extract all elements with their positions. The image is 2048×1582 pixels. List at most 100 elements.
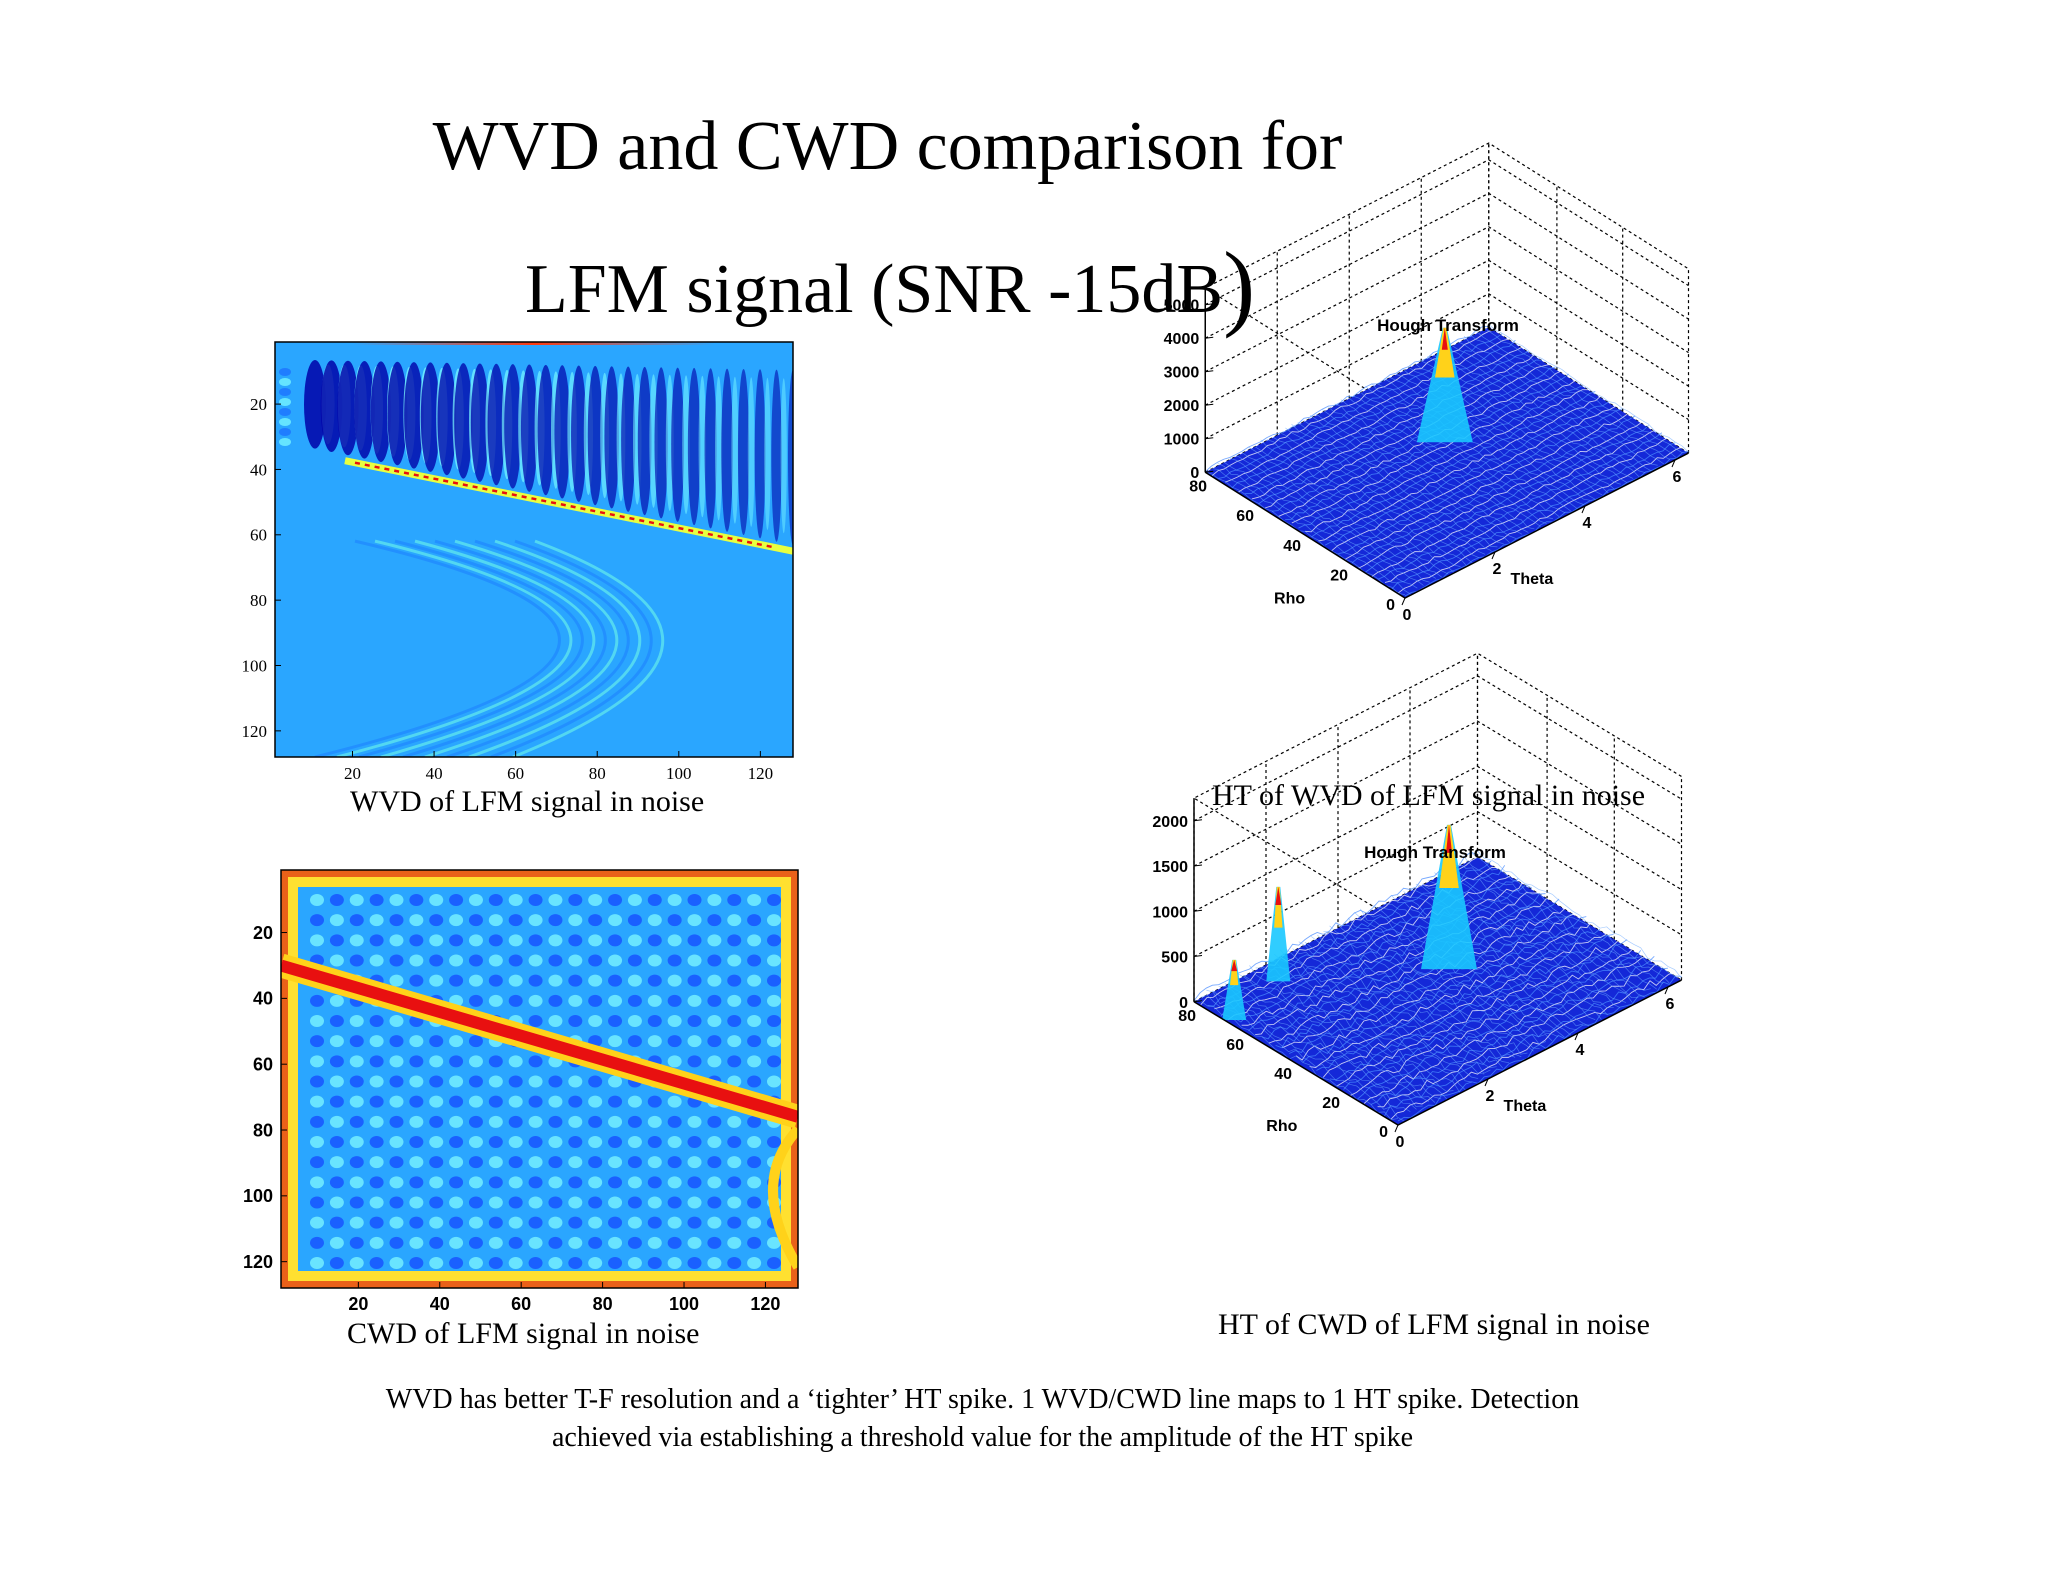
- cwd-blob: [747, 974, 762, 987]
- cwd-blob: [369, 1136, 384, 1148]
- mesh-line: [1434, 872, 1639, 999]
- theta-tick: [1664, 986, 1669, 995]
- z-tick-label: 500: [1161, 950, 1188, 967]
- cwd-blob: [369, 954, 384, 967]
- cwd-blob: [727, 914, 742, 927]
- mesh-line: [1205, 471, 1406, 596]
- cwd-blob: [429, 1035, 444, 1048]
- cwd-blob: [667, 974, 682, 987]
- fringe-light: [764, 377, 771, 531]
- cwd-blob: [767, 1236, 781, 1249]
- cwd-blob: [608, 1035, 623, 1048]
- cwd-blob: [369, 1196, 384, 1209]
- fringe-dark: [788, 370, 793, 546]
- cwd-blob: [329, 1176, 344, 1189]
- cwd-blob: [767, 894, 781, 906]
- cwd-blob: [349, 1156, 364, 1169]
- cwd-blob: [310, 1115, 324, 1128]
- cwd-blob: [548, 1015, 563, 1027]
- cwd-blob: [707, 954, 722, 967]
- cwd-blob: [627, 1216, 642, 1229]
- cwd-blob: [409, 954, 424, 967]
- cwd-blob: [310, 1236, 324, 1249]
- cwd-blob: [329, 894, 344, 906]
- fringe-dark: [404, 362, 424, 469]
- cwd-blob: [349, 1075, 364, 1088]
- cwd-blob: [548, 1156, 563, 1169]
- cwd-blob: [548, 914, 563, 927]
- mesh-line: [1282, 907, 1567, 1049]
- mesh-line: [1351, 415, 1636, 564]
- cwd-blob: [329, 1035, 344, 1048]
- cwd-blob: [707, 934, 722, 947]
- cwd-blob: [667, 954, 682, 967]
- z-tick: [1193, 864, 1203, 867]
- cwd-blob: [687, 1015, 702, 1027]
- lower-fringe: [314, 539, 561, 757]
- mesh-line: [1318, 394, 1603, 542]
- cwd-blob: [449, 1176, 464, 1189]
- cwd-blob: [468, 1156, 483, 1169]
- fringe-dark: [320, 360, 343, 452]
- cwd-blob: [329, 1216, 344, 1229]
- ht-wvd-surface-chart: 0100020003000400050000204060800246RhoThe…: [1164, 142, 1690, 624]
- z-tick: [1205, 336, 1214, 339]
- cwd-blob: [409, 1075, 424, 1088]
- cwd-blob: [727, 1176, 742, 1189]
- cwd-blob: [508, 1136, 523, 1148]
- mesh-line: [1463, 336, 1665, 465]
- cwd-blob: [429, 1257, 444, 1269]
- ridge-line: [354, 461, 774, 549]
- lower-fringe: [468, 539, 642, 757]
- cwd-blob: [667, 1257, 682, 1269]
- cwd-blob: [468, 1115, 483, 1128]
- cwd-blob: [667, 1236, 682, 1249]
- cwd-blob: [349, 954, 364, 967]
- cwd-blob: [647, 934, 662, 947]
- mesh-line: [1230, 981, 1436, 1103]
- x-tick-label: 20: [348, 1294, 368, 1314]
- cwd-blob: [747, 1075, 762, 1088]
- cwd-blob: [429, 1236, 444, 1249]
- cwd-blob: [747, 1015, 762, 1027]
- cwd-blob: [449, 1156, 464, 1169]
- cwd-blob: [548, 994, 563, 1007]
- cwd-blob: [687, 1257, 702, 1269]
- cwd-blob: [389, 1115, 404, 1128]
- cwd-blob: [508, 994, 523, 1007]
- edge-fringe: [279, 398, 291, 406]
- cwd-blob: [588, 1176, 603, 1189]
- cwd-blob: [727, 1035, 742, 1048]
- mesh-line: [1218, 985, 1423, 1107]
- mesh-line: [1383, 378, 1584, 505]
- z-tick-label: 1000: [1164, 432, 1200, 449]
- footer-line-2: achieved via establishing a threshold va…: [551, 1422, 1413, 1453]
- cwd-blob: [727, 1015, 742, 1027]
- cwd-blob: [449, 914, 464, 927]
- mesh-line: [1433, 354, 1634, 479]
- cwd-blob: [608, 934, 623, 947]
- cwd-blob: [727, 934, 742, 947]
- cwd-blob: [528, 1156, 543, 1169]
- cwd-blob: [329, 1015, 344, 1027]
- cwd-blob: [369, 894, 384, 906]
- mesh-line: [1360, 908, 1565, 1038]
- cwd-blob: [349, 1216, 364, 1229]
- cwd-blob: [687, 1236, 702, 1249]
- x-tick-label: 120: [748, 764, 774, 783]
- x-tick-label: 40: [426, 764, 443, 783]
- cwd-blob: [588, 1015, 603, 1027]
- mesh-line: [1255, 892, 1539, 1035]
- mesh-line: [1343, 939, 1628, 1090]
- cwd-blob: [429, 1075, 444, 1088]
- cwd-blob: [727, 1196, 742, 1209]
- mesh-line: [1266, 439, 1467, 567]
- edge-fringe: [279, 438, 291, 446]
- warm-frame: [288, 877, 791, 1281]
- mesh-line: [1338, 408, 1623, 555]
- cwd-blob: [627, 1015, 642, 1027]
- cwd-blob: [568, 1196, 583, 1209]
- cwd-blob: [329, 934, 344, 947]
- cwd-blob: [747, 914, 762, 927]
- cwd-blob: [588, 934, 603, 947]
